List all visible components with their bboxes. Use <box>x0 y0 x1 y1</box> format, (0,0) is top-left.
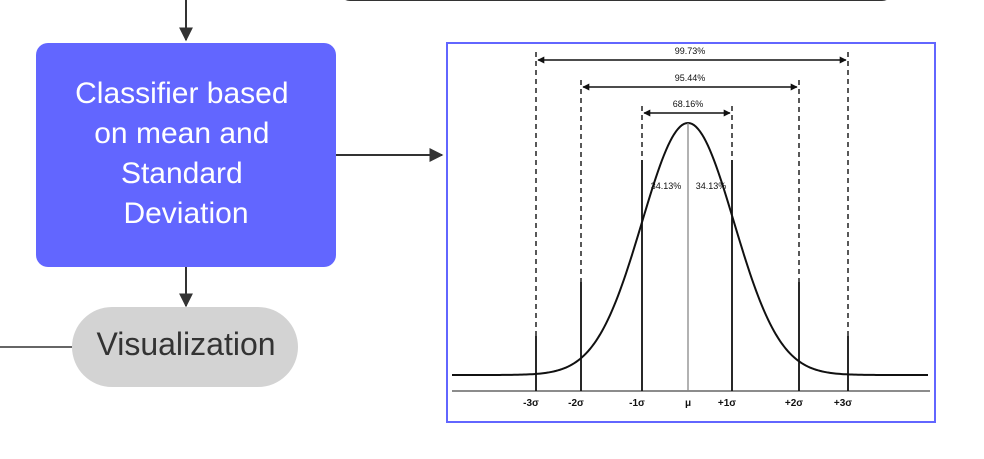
classifier-box <box>36 43 336 267</box>
range-label-three-sigma: 99.73% <box>675 46 706 56</box>
axis-label-plus-1-sigma: +1σ <box>718 398 736 409</box>
axis-label-minus-3-sigma: -3σ <box>523 398 539 409</box>
visualization-node <box>72 307 298 387</box>
axis-label-minus-1-sigma: -1σ <box>629 398 645 409</box>
range-label-two-sigma: 95.44% <box>675 73 706 83</box>
normal-distribution-figure: 99.73% 95.44% 68.16% 34.13% 34.13% -3σ -… <box>446 42 936 423</box>
range-label-one-sigma: 68.16% <box>673 99 704 109</box>
axis-label-plus-3-sigma: +3σ <box>834 398 852 409</box>
axis-label-minus-2-sigma: -2σ <box>568 398 584 409</box>
sigma-axis-labels: -3σ -2σ -1σ μ +1σ +2σ +3σ <box>523 398 852 409</box>
classifier-label-line-4: Deviation <box>123 197 248 230</box>
axis-label-plus-2-sigma: +2σ <box>785 398 803 409</box>
half-label-right: 34.13% <box>696 181 727 191</box>
visualization-label: Visualization <box>96 326 275 362</box>
classifier-label: Classifier based on mean and Standard De… <box>75 77 297 230</box>
classifier-label-line-3: Standard <box>121 157 243 190</box>
half-label-left: 34.13% <box>651 181 682 191</box>
sigma-solid-lines <box>535 160 849 391</box>
classifier-label-line-1: Classifier based <box>75 77 288 110</box>
axis-label-mu: μ <box>685 398 691 409</box>
distribution-frame <box>446 42 936 423</box>
sigma-dashed-guides <box>535 52 849 336</box>
classifier-label-line-2: on mean and <box>94 117 269 150</box>
